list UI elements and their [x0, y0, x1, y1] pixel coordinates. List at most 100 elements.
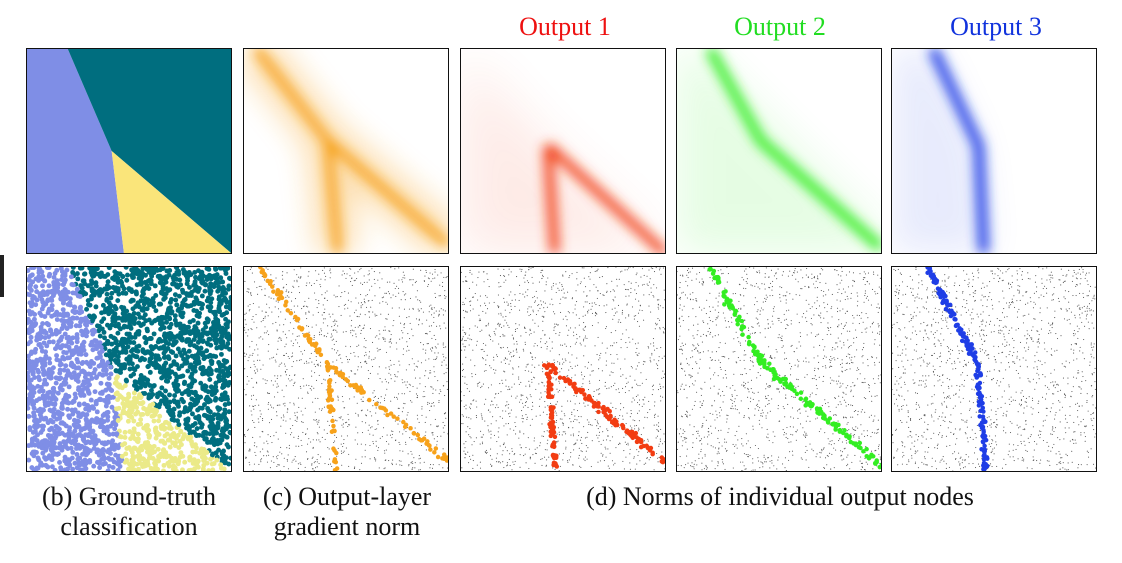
data-point	[46, 306, 52, 312]
background-point	[328, 448, 330, 450]
background-point	[534, 452, 537, 454]
background-point	[576, 439, 578, 441]
data-point	[221, 343, 227, 349]
background-point	[298, 445, 300, 447]
background-point	[421, 408, 423, 410]
data-point	[142, 357, 148, 362]
background-point	[412, 467, 414, 469]
data-point	[84, 306, 90, 312]
background-point	[279, 324, 281, 326]
background-point	[584, 405, 586, 407]
background-point	[391, 464, 393, 466]
data-point	[191, 343, 197, 349]
background-point	[282, 331, 284, 333]
background-point	[429, 464, 432, 466]
background-point	[316, 364, 318, 366]
background-point	[577, 364, 579, 366]
data-point	[207, 377, 213, 382]
background-point	[510, 305, 512, 307]
data-point	[127, 467, 133, 471]
background-point	[503, 275, 506, 277]
background-point	[648, 459, 650, 461]
data-point	[62, 394, 68, 400]
background-point	[360, 366, 362, 368]
background-point	[284, 346, 286, 348]
background-point	[320, 330, 322, 332]
data-point	[166, 324, 172, 330]
background-point	[541, 435, 543, 437]
background-point	[408, 316, 410, 318]
background-point	[543, 316, 545, 318]
background-point	[341, 464, 343, 466]
background-point	[342, 451, 344, 454]
background-point	[660, 400, 662, 402]
background-point	[636, 449, 638, 451]
data-point	[209, 437, 215, 442]
background-point	[388, 372, 390, 374]
data-point	[153, 355, 159, 361]
data-point	[27, 413, 32, 419]
background-point	[574, 327, 576, 329]
data-point	[149, 320, 155, 326]
background-point	[431, 307, 433, 309]
data-point	[164, 319, 169, 325]
background-point	[495, 420, 497, 422]
data-point	[122, 429, 128, 435]
data-point	[121, 349, 127, 355]
background-point	[653, 359, 655, 361]
background-point	[559, 311, 562, 314]
background-point	[397, 407, 399, 409]
background-point	[525, 401, 527, 403]
data-point	[119, 304, 125, 310]
data-point	[35, 332, 41, 337]
data-point	[115, 418, 121, 423]
background-point	[609, 440, 611, 442]
background-point	[281, 362, 283, 364]
background-point	[335, 382, 337, 384]
background-point	[362, 304, 364, 306]
background-point	[489, 336, 491, 338]
data-point	[208, 456, 213, 462]
data-point	[148, 268, 154, 274]
background-point	[556, 433, 558, 435]
data-point	[190, 443, 196, 449]
background-point	[394, 268, 396, 270]
background-point	[375, 412, 377, 414]
background-point	[430, 304, 432, 306]
data-point	[92, 367, 98, 373]
background-point	[353, 396, 355, 398]
data-point	[36, 377, 42, 383]
background-point	[593, 284, 595, 286]
background-point	[525, 366, 527, 368]
background-point	[360, 282, 362, 284]
data-point	[226, 286, 231, 292]
output1-points-plot	[461, 267, 665, 471]
background-point	[344, 308, 346, 310]
background-point	[557, 361, 559, 363]
data-point	[118, 370, 123, 375]
background-point	[321, 314, 323, 316]
background-point	[490, 384, 492, 386]
background-point	[571, 297, 574, 299]
background-point	[287, 409, 289, 411]
background-point	[397, 423, 399, 425]
background-point	[411, 439, 413, 441]
background-point	[408, 464, 410, 466]
background-point	[334, 320, 336, 322]
data-point	[53, 346, 58, 352]
background-point	[264, 379, 266, 381]
background-point	[583, 338, 585, 340]
title-output-2: Output 2	[734, 12, 826, 41]
background-point	[274, 375, 276, 377]
data-point	[33, 302, 39, 308]
data-point	[176, 293, 182, 299]
background-point	[541, 368, 543, 370]
background-point	[293, 305, 295, 307]
background-point	[477, 385, 479, 387]
background-point	[297, 276, 300, 278]
background-point	[535, 313, 538, 316]
data-point	[171, 277, 177, 283]
background-point	[363, 346, 365, 348]
background-point	[653, 469, 655, 471]
data-point	[125, 316, 131, 322]
